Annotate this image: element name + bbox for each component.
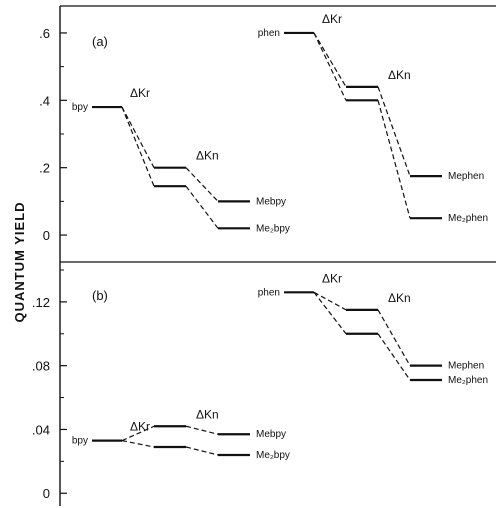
panel-label: (a) xyxy=(92,34,108,49)
end-label: Mephen xyxy=(448,361,484,372)
connector-Me₂bpy xyxy=(185,185,219,229)
connector-Mebpy xyxy=(121,106,155,168)
start-label: bpy xyxy=(72,436,88,447)
bpy-series-group: bpy ΔKr Mebpy Me₂bpy ΔKn xyxy=(72,86,290,234)
panel-label: (b) xyxy=(92,288,108,303)
connector-Mephen xyxy=(377,309,411,366)
connector-Me₂phen xyxy=(313,291,347,335)
delta-kr-label: ΔKr xyxy=(322,271,342,285)
delta-kr-label: ΔKr xyxy=(322,12,342,26)
delta-kn-label: ΔKn xyxy=(196,149,219,163)
y-axis-title: QUANTUM YIELD xyxy=(12,201,27,322)
start-label: phen xyxy=(258,28,280,39)
y-tick-label: .6 xyxy=(39,26,50,41)
delta-kn-label: ΔKn xyxy=(196,407,219,421)
end-label: Me₂bpy xyxy=(256,223,290,234)
connector-Mebpy xyxy=(185,167,219,202)
connector-Me₂bpy xyxy=(121,106,155,187)
connector-Mephen xyxy=(377,86,411,177)
delta-kn-label: ΔKn xyxy=(388,291,411,305)
delta-kn-label: ΔKn xyxy=(388,68,411,82)
end-label: Me₂phen xyxy=(448,375,488,386)
connector-Me₂bpy xyxy=(121,440,155,448)
delta-kr-label: ΔKr xyxy=(130,86,150,100)
end-label: Me₂bpy xyxy=(256,450,290,461)
start-label: phen xyxy=(258,287,280,298)
panel-b: (b) 0 .04 .08 .12 bpy ΔKr Mebpy Me₂bpy ΔKn phen ΔKr… xyxy=(32,269,488,501)
end-label: Mebpy xyxy=(256,196,286,207)
connector-Mephen xyxy=(313,32,347,88)
end-label: Mephen xyxy=(448,171,484,182)
y-tick-label: .04 xyxy=(32,422,50,437)
delta-kr-label: ΔKr xyxy=(130,420,150,434)
panel-a: (a) 0 .2 .4 .6 bpy ΔKr Mebpy Me₂bpy ΔKn phen ΔKr Mep… xyxy=(39,12,488,243)
connector-Me₂bpy xyxy=(185,446,219,456)
phen-series-group: phen ΔKr Mephen Me₂phen ΔKn xyxy=(258,12,488,224)
connector-Mebpy xyxy=(185,425,219,435)
end-label: Mebpy xyxy=(256,429,286,440)
start-label: bpy xyxy=(72,102,88,113)
y-tick-label: .4 xyxy=(39,93,50,108)
connector-Me₂phen xyxy=(377,100,411,219)
y-tick-label: 0 xyxy=(43,228,50,243)
y-tick-label: .08 xyxy=(32,359,50,374)
bpy-series-group: bpy ΔKr Mebpy Me₂bpy ΔKn xyxy=(72,407,290,461)
figure-frame xyxy=(59,5,496,506)
phen-series-group: phen ΔKr Mephen Me₂phen ΔKn xyxy=(258,271,488,386)
connector-Me₂phen xyxy=(377,333,411,381)
y-tick-label: 0 xyxy=(43,486,50,501)
y-tick-label: .2 xyxy=(39,161,50,176)
connector-Mebpy xyxy=(121,425,155,442)
connector-Me₂phen xyxy=(313,32,347,101)
end-label: Me₂phen xyxy=(448,213,488,224)
y-tick-label: .12 xyxy=(32,295,50,310)
connector-Mephen xyxy=(313,291,347,311)
